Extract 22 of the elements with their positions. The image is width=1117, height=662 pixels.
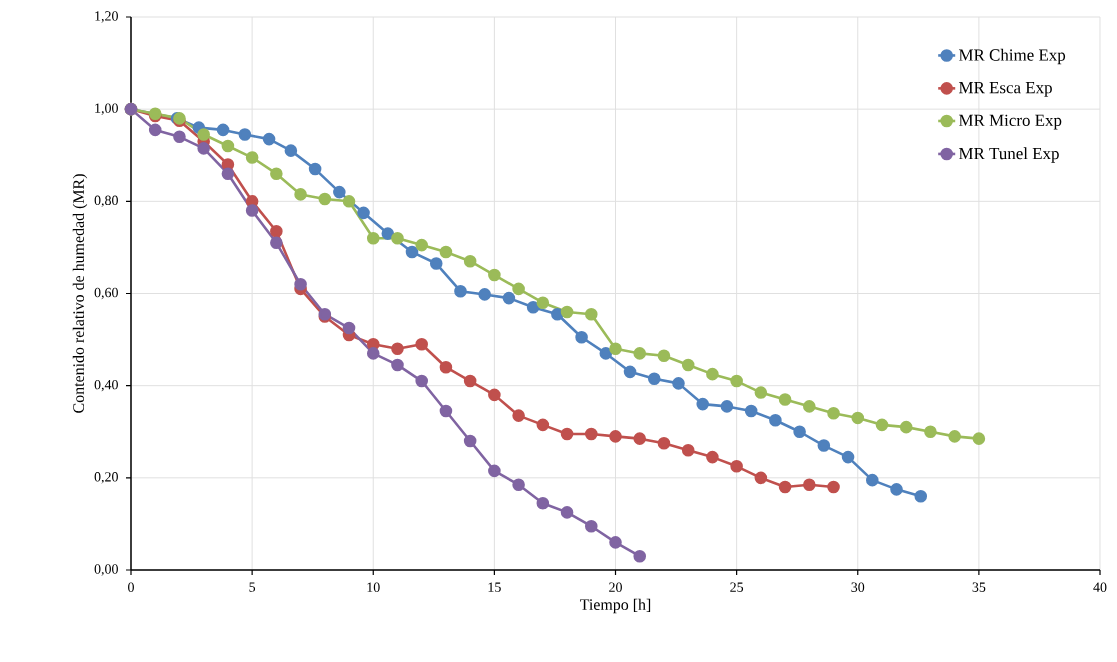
x-tick-label: 10 bbox=[367, 582, 380, 592]
x-tick-label: 5 bbox=[249, 582, 256, 592]
x-tick-label: 0 bbox=[128, 582, 134, 592]
y-tick-label: 0,80 bbox=[94, 195, 118, 208]
x-tick-label: 40 bbox=[1093, 582, 1107, 592]
y-axis-title: Contenido relativo de humedad (MR) bbox=[72, 174, 88, 413]
y-tick-label: 0,60 bbox=[94, 287, 118, 300]
x-tick-label: 25 bbox=[730, 582, 744, 592]
x-axis-title: Tiempo [h] bbox=[579, 598, 651, 614]
legend-label: MR Chime Exp bbox=[958, 48, 1066, 65]
y-tick-label: 1,00 bbox=[95, 103, 118, 115]
y-tick-label: 0,40 bbox=[94, 379, 118, 392]
legend-label: MR Micro Exp bbox=[958, 114, 1062, 130]
y-tick-label: 0,00 bbox=[94, 564, 118, 576]
y-tick-label: 1,20 bbox=[95, 11, 118, 23]
legend-label: MR Esca Exp bbox=[958, 82, 1052, 97]
y-tick-label: 0,20 bbox=[94, 472, 118, 484]
x-tick-label: 15 bbox=[488, 582, 501, 592]
legend-label: MR Tunel Exp bbox=[958, 147, 1059, 163]
x-tick-label: 20 bbox=[609, 582, 622, 592]
x-tick-label: 30 bbox=[851, 582, 865, 592]
x-tick-label: 35 bbox=[972, 582, 986, 592]
